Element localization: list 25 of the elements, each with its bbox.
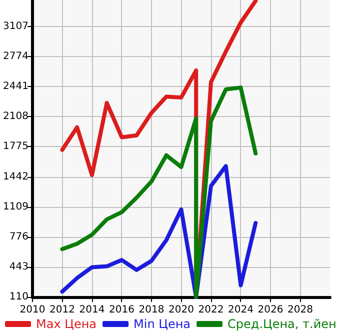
y-tick-label: 776 — [9, 231, 28, 242]
x-tick-label: 2026 — [258, 304, 284, 316]
x-tick-label: 2018 — [138, 304, 164, 316]
y-tick-label: 2441 — [2, 81, 28, 92]
x-tick-label: 2010 — [20, 304, 46, 316]
x-tick-label: 2024 — [228, 304, 254, 316]
y-tick-label: 1109 — [2, 201, 28, 212]
x-tick-label: 2020 — [168, 304, 194, 316]
y-tick-label: 443 — [9, 261, 28, 272]
legend-label: Max Цена — [36, 317, 97, 331]
y-tick-label: 1775 — [2, 141, 28, 152]
y-tick-label: 110 — [9, 292, 28, 302]
legend-label: Min Цена — [134, 317, 191, 331]
y-tick-label: 2774 — [2, 51, 28, 62]
x-tick-label: 2028 — [288, 304, 313, 316]
y-tick-label: 2108 — [2, 111, 28, 122]
y-tick-label: 1442 — [2, 171, 28, 182]
x-tick-label: 2014 — [79, 304, 105, 316]
x-tick-label: 2012 — [49, 304, 75, 316]
legend-label: Сред.Цена, т.йен — [228, 317, 336, 331]
line-series — [60, 86, 258, 299]
x-tick-label: 2022 — [198, 304, 224, 316]
y-tick-label: 3107 — [2, 20, 28, 32]
line-series — [60, 164, 258, 299]
x-tick-label: 2016 — [108, 304, 134, 316]
